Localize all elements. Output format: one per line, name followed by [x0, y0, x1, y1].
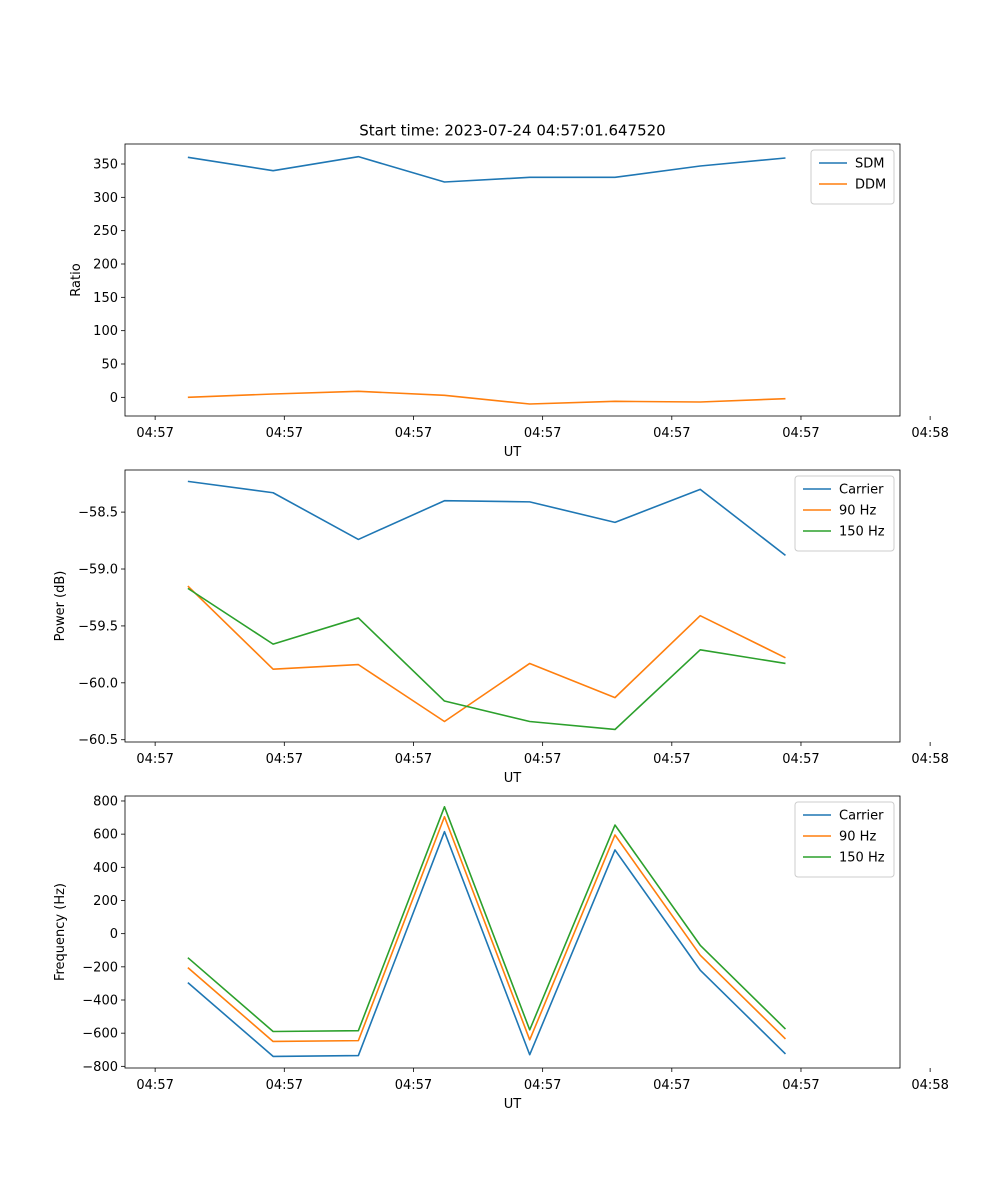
y-tick-label: −400 [82, 994, 118, 1009]
y-tick-label: 400 [93, 861, 118, 876]
chart-panel-3: −800 −600 −400 −200 0 200 400 600 800 04:57 04:57 0… [53, 794, 949, 1112]
x-tick-label: 04:57 [395, 1078, 432, 1093]
y-tick-label: −60.5 [78, 733, 118, 748]
x-tick-label: 04:57 [653, 752, 690, 767]
axes-frame [124, 795, 901, 1069]
charts: 0 50 100 150 200 250 300 350 04:57 04:57 04:57 04:5… [53, 143, 949, 1112]
x-tick-label: 04:57 [136, 1078, 173, 1093]
axes-frame [124, 143, 901, 417]
series-line-ddm [187, 390, 786, 405]
y-tick-label: 0 [110, 391, 118, 406]
legend-label: Carrier [839, 483, 884, 498]
y-tick-label: −59.0 [78, 563, 118, 578]
legend-box [794, 475, 895, 552]
legend-label: 150 Hz [839, 851, 885, 866]
x-tick-label: 04:57 [653, 426, 690, 441]
series-line-carrier [187, 480, 786, 556]
y-tick-label: −59.5 [78, 619, 118, 634]
legend: Carrier 90 Hz 150 Hz [794, 475, 895, 552]
legend-label: DDM [855, 178, 886, 193]
legend: SDM DDM [810, 149, 895, 205]
series-line-90-hz [187, 585, 786, 723]
x-tick-label: 04:57 [524, 1078, 561, 1093]
series-line-carrier [187, 830, 787, 1058]
y-tick-label: −200 [82, 960, 118, 975]
legend-label: 90 Hz [839, 504, 876, 519]
y-tick-label: 600 [93, 828, 118, 843]
x-tick-label: 04:57 [395, 426, 432, 441]
y-axis-label: Power (dB) [53, 571, 68, 642]
y-tick-label: −800 [82, 1060, 118, 1075]
x-tick-label: 04:57 [782, 1078, 819, 1093]
x-tick-label: 04:57 [653, 1078, 690, 1093]
chart-panel-2: −60.5 −60.0 −59.5 −59.0 −58.5 04:57 04:57 04:57… [53, 469, 949, 786]
y-tick-label: −58.5 [78, 506, 118, 521]
y-tick-label: 150 [93, 291, 118, 306]
series-line-150-hz [187, 587, 786, 731]
x-tick-label: 04:58 [911, 1078, 948, 1093]
y-tick-label: 0 [110, 927, 118, 942]
y-tick-label: 350 [93, 158, 118, 173]
y-tick-label: 300 [93, 191, 118, 206]
y-tick-label: 50 [101, 358, 118, 373]
series-line-90-hz [187, 815, 787, 1043]
legend-label: Carrier [839, 809, 884, 824]
legend: Carrier 90 Hz 150 Hz [794, 801, 895, 878]
x-tick-label: 04:57 [266, 1078, 303, 1093]
figure-title: Start time: 2023-07-24 04:57:01.647520 [359, 122, 665, 140]
y-tick-label: 200 [93, 894, 118, 909]
x-tick-label: 04:58 [911, 752, 948, 767]
y-axis-label: Frequency (Hz) [53, 883, 68, 981]
chart-panel-1: 0 50 100 150 200 250 300 350 04:57 04:57 04:57 04:5… [69, 143, 949, 460]
x-tick-label: 04:57 [266, 426, 303, 441]
x-tick-label: 04:57 [266, 752, 303, 767]
y-tick-label: −600 [82, 1027, 118, 1042]
x-tick-label: 04:58 [911, 426, 948, 441]
series-line-150-hz [187, 805, 787, 1033]
legend-box [794, 801, 895, 878]
x-tick-label: 04:57 [136, 426, 173, 441]
legend-label: 150 Hz [839, 525, 885, 540]
series-line-sdm [187, 155, 786, 183]
y-tick-label: 200 [93, 258, 118, 273]
y-tick-label: 100 [93, 324, 118, 339]
x-tick-label: 04:57 [395, 752, 432, 767]
y-tick-label: −60.0 [78, 676, 118, 691]
x-tick-label: 04:57 [782, 752, 819, 767]
x-tick-label: 04:57 [524, 752, 561, 767]
y-axis-label: Ratio [69, 263, 84, 296]
y-tick-label: 800 [93, 794, 118, 809]
axes-frame [124, 469, 901, 743]
x-tick-label: 04:57 [782, 426, 819, 441]
x-tick-label: 04:57 [136, 752, 173, 767]
legend-label: 90 Hz [839, 830, 876, 845]
x-axis-label: UT [504, 445, 522, 460]
x-tick-label: 04:57 [524, 426, 561, 441]
y-tick-label: 250 [93, 224, 118, 239]
x-axis-label: UT [504, 1097, 522, 1112]
legend-label: SDM [855, 157, 884, 172]
x-axis-label: UT [504, 771, 522, 786]
